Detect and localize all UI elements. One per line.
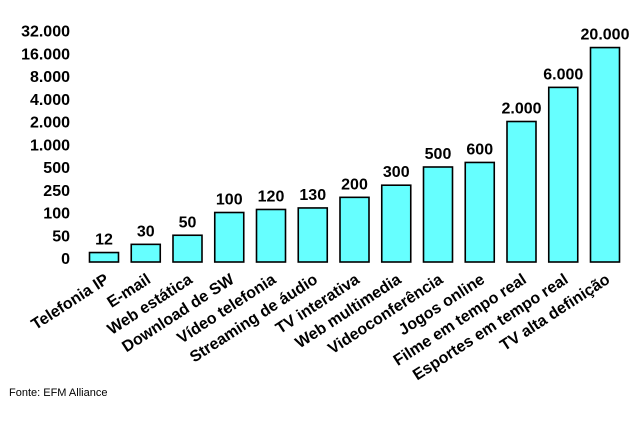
y-tick-label: 100 [43,206,70,223]
data-label: 12 [95,232,113,249]
x-tick-label: Telefonia IP [29,271,113,334]
y-tick-label: 50 [52,228,70,245]
y-tick-label: 500 [43,160,70,177]
y-tick-label: 2.000 [30,115,70,132]
data-label: 130 [299,187,326,204]
bar [257,209,286,262]
data-label: 2.000 [501,101,541,118]
bar [507,122,536,263]
data-label: 500 [425,146,452,163]
data-label: 50 [179,214,197,231]
data-label: 300 [383,164,410,181]
bar [424,167,453,262]
data-label: 200 [341,176,368,193]
y-tick-label: 16.000 [21,46,70,63]
bar [298,208,327,262]
bar [340,197,369,262]
data-label: 20.000 [581,27,630,44]
bar [90,253,119,262]
y-tick-label: 8.000 [30,69,70,86]
bar [549,87,578,262]
source-note: Fonte: EFM Alliance [9,387,107,399]
bar [382,185,411,262]
y-tick-label: 32.000 [21,24,70,41]
data-label: 30 [137,223,155,240]
bar [131,244,160,262]
y-tick-label: 1.000 [30,137,70,154]
y-tick-label: 0 [61,251,70,268]
bar [465,162,494,262]
bar [215,213,244,263]
data-label: 600 [466,141,493,158]
data-label: 6.000 [543,66,583,83]
y-axis: 0 50 100 250 500 1.000 2.000 4.000 8.000 16.000 32… [21,24,70,269]
y-tick-label: 4.000 [30,92,70,109]
data-label: 100 [216,192,243,209]
data-label: 120 [258,188,285,205]
y-tick-label: 250 [43,183,70,200]
bar [173,235,202,262]
bars [90,48,620,262]
bar [591,48,620,262]
